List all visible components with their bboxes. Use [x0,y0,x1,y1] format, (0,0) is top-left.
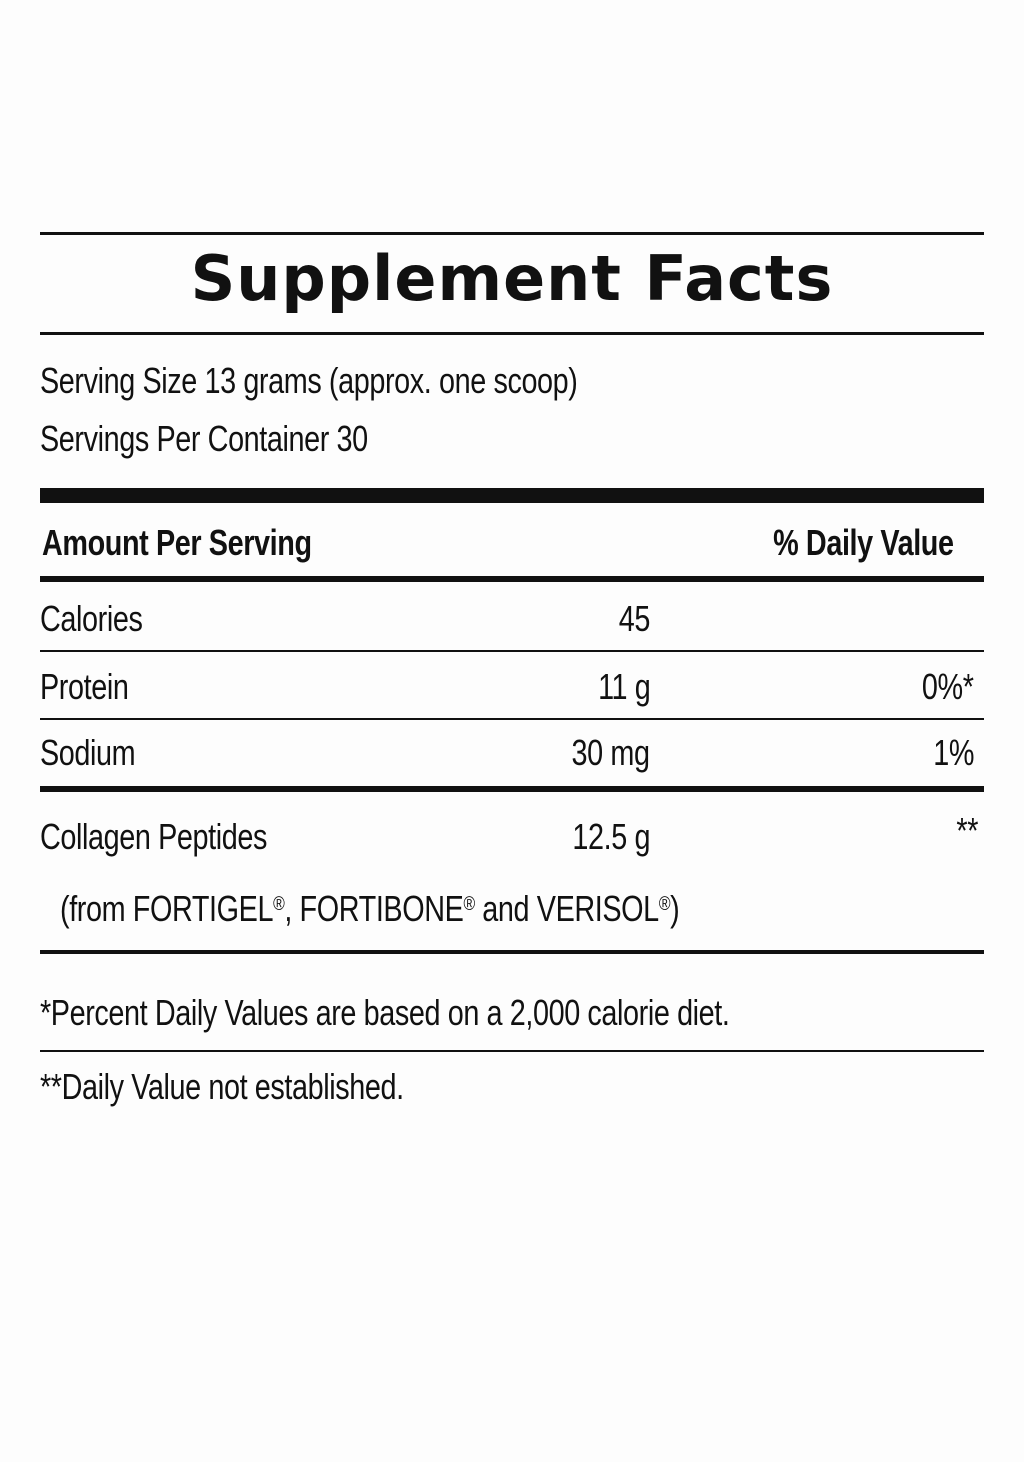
amount-per-serving-header: Amount Per Serving [42,522,312,563]
row-sodium-name: Sodium [40,732,136,773]
row-protein-amount: 11 g [597,666,651,707]
row-protein-dv: 0%* [922,666,974,707]
thick-rule [40,488,984,503]
row-collagen-amount: 12.5 g [572,816,650,857]
row-calories-name: Calories [40,598,143,639]
registered-mark: ® [273,893,285,916]
title-rule [40,332,984,335]
collagen-rule [40,950,984,954]
collagen-source-fortibone: , FORTIBONE [284,888,464,929]
row-sodium-dv: 1% [933,732,974,773]
row-divider [40,650,984,652]
row-collagen-dv: ** [956,810,978,851]
row-sodium-amount: 30 mg [571,732,650,773]
header-rule [40,576,984,582]
daily-value-header: % Daily Value [773,522,955,563]
collagen-source-text: (from FORTIGEL®, FORTIBONE® and VERISOL®… [60,888,680,930]
collagen-source-suffix: ) [670,888,680,929]
sodium-thick-rule [40,786,984,792]
row-collagen-name: Collagen Peptides [40,816,267,857]
footnote-daily-values: *Percent Daily Values are based on a 2,0… [40,992,730,1033]
top-rule [40,232,984,235]
row-divider [40,718,984,720]
servings-per-container: Servings Per Container 30 [40,418,368,459]
footnote-not-established: **Daily Value not established. [40,1066,404,1107]
collagen-source-prefix: (from FORTIGEL [60,888,274,929]
registered-mark: ® [658,893,671,916]
panel-title: Supplement Facts [190,242,834,315]
serving-size: Serving Size 13 grams (approx. one scoop… [40,360,578,401]
row-protein-name: Protein [40,666,129,707]
row-calories-amount: 45 [618,598,651,639]
footnote-rule [40,1050,984,1052]
registered-mark: ® [463,893,475,916]
collagen-source-verisol: and VERISOL [474,888,659,929]
